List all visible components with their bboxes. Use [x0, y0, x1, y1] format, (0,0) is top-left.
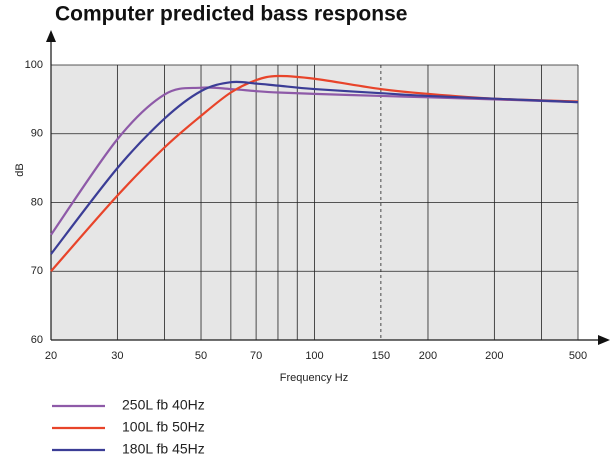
- y-tick-label: 60: [31, 334, 43, 346]
- x-tick-label: 30: [111, 350, 123, 362]
- legend-label: 250L fb 40Hz: [122, 397, 205, 413]
- legend-label: 180L fb 45Hz: [122, 441, 205, 457]
- x-tick-label: 70: [250, 350, 262, 362]
- x-tick-label: 200: [485, 350, 503, 362]
- y-arrow: [46, 30, 56, 42]
- chart-title: Computer predicted bass response: [55, 3, 407, 26]
- y-tick-label: 100: [25, 59, 43, 71]
- line-series: [50, 74, 579, 272]
- x-tick-label: 200: [419, 350, 437, 362]
- y-tick-label: 90: [31, 128, 43, 140]
- x-tick-label: 50: [195, 350, 207, 362]
- x-tick-label: 150: [372, 350, 390, 362]
- legend-label: 100L fb 50Hz: [122, 419, 205, 435]
- x-axis-label: Frequency Hz: [280, 372, 348, 384]
- line-series: [50, 80, 579, 255]
- y-axis-label: dB: [14, 163, 26, 176]
- x-arrow: [598, 335, 610, 345]
- x-tick-label: 20: [45, 350, 57, 362]
- y-tick-label: 80: [31, 196, 43, 208]
- y-tick-label: 70: [31, 265, 43, 277]
- line-series: [50, 86, 579, 236]
- x-tick-label: 100: [305, 350, 323, 362]
- x-tick-label: 500: [569, 350, 587, 362]
